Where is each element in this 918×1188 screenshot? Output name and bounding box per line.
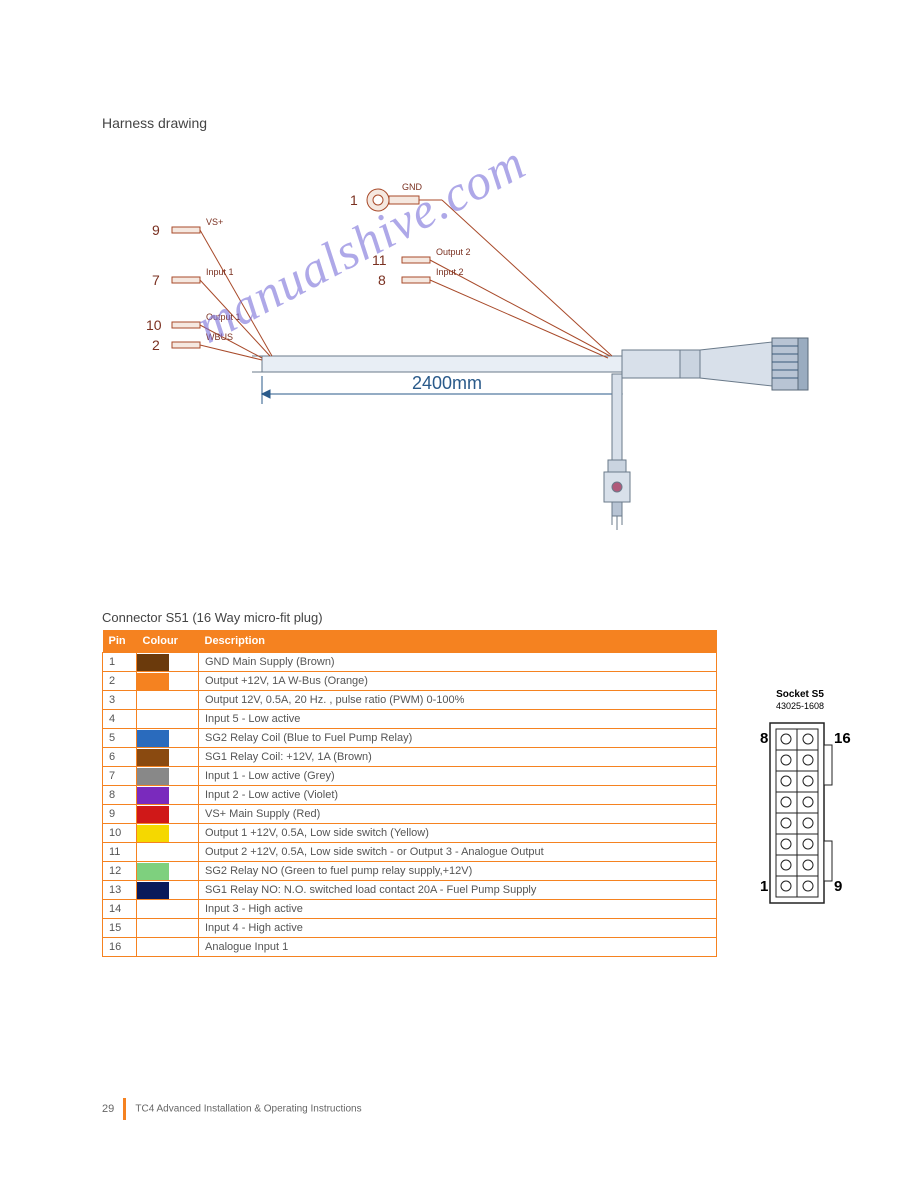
table-row: 6 SG1 Relay Coil: +12V, 1A (Brown)	[103, 748, 717, 767]
wire-num-8: 8	[378, 272, 386, 288]
wire-label-10: Output 1	[206, 312, 241, 322]
cell-pin: 9	[103, 805, 137, 824]
cell-desc: SG1 Relay NO: N.O. switched load contact…	[199, 881, 717, 900]
wire-num-7: 7	[152, 272, 160, 288]
table-row: 8 Input 2 - Low active (Violet)	[103, 786, 717, 805]
wire-num-10: 10	[146, 317, 162, 333]
cell-pin: 16	[103, 938, 137, 957]
cell-colour	[137, 805, 199, 824]
page-title: Harness drawing	[102, 115, 207, 131]
wire-label-11: Output 2	[436, 247, 471, 257]
cell-pin: 5	[103, 729, 137, 748]
cell-pin: 13	[103, 881, 137, 900]
wire-label-2: WBUS	[206, 332, 233, 342]
table-row: 10 Output 1 +12V, 0.5A, Low side switch (…	[103, 824, 717, 843]
cell-desc: Input 2 - Low active (Violet)	[199, 786, 717, 805]
page-number: 29	[102, 1103, 114, 1115]
table-row: 15 Input 4 - High active	[103, 919, 717, 938]
table-row: 16 Analogue Input 1	[103, 938, 717, 957]
cell-colour	[137, 653, 199, 672]
cell-pin: 10	[103, 824, 137, 843]
cell-pin: 3	[103, 691, 137, 710]
table-row: 5 SG2 Relay Coil (Blue to Fuel Pump Relay…	[103, 729, 717, 748]
cell-desc: Input 3 - High active	[199, 900, 717, 919]
footer-divider	[123, 1098, 126, 1120]
col-colour: Colour	[137, 630, 199, 653]
cell-colour	[137, 691, 199, 710]
cell-desc: SG2 Relay NO (Green to fuel pump relay s…	[199, 862, 717, 881]
col-desc: Description	[199, 630, 717, 653]
cell-desc: Input 1 - Low active (Grey)	[199, 767, 717, 786]
socket-title: Socket S5	[776, 689, 824, 700]
cell-colour	[137, 919, 199, 938]
cell-colour	[137, 767, 199, 786]
socket-pin-9: 9	[834, 878, 842, 895]
cell-colour	[137, 786, 199, 805]
cell-desc: GND Main Supply (Brown)	[199, 653, 717, 672]
table-row: 13 SG1 Relay NO: N.O. switched load conta…	[103, 881, 717, 900]
col-pin: Pin	[103, 630, 137, 653]
footer-text: TC4 Advanced Installation & Operating In…	[135, 1104, 361, 1115]
wire-label-1: GND	[402, 182, 423, 192]
table-row: 11 Output 2 +12V, 0.5A, Low side switch -…	[103, 843, 717, 862]
cell-pin: 14	[103, 900, 137, 919]
cell-desc: Input 4 - High active	[199, 919, 717, 938]
cell-colour	[137, 710, 199, 729]
cell-pin: 4	[103, 710, 137, 729]
socket-pin-8: 8	[760, 730, 768, 747]
table-row: 14 Input 3 - High active	[103, 900, 717, 919]
table-title: Connector S51 (16 Way micro-fit plug)	[102, 610, 323, 625]
cell-desc: Output 2 +12V, 0.5A, Low side switch - o…	[199, 843, 717, 862]
table-row: 3 Output 12V, 0.5A, 20 Hz. , pulse ratio …	[103, 691, 717, 710]
cell-pin: 8	[103, 786, 137, 805]
table-row: 4 Input 5 - Low active	[103, 710, 717, 729]
table-row: 2 Output +12V, 1A W-Bus (Orange)	[103, 672, 717, 691]
cell-desc: SG2 Relay Coil (Blue to Fuel Pump Relay)	[199, 729, 717, 748]
cell-pin: 7	[103, 767, 137, 786]
cell-desc: Input 5 - Low active	[199, 710, 717, 729]
cell-colour	[137, 672, 199, 691]
socket-pin-16: 16	[834, 730, 851, 747]
cell-colour	[137, 748, 199, 767]
socket-subtitle: 43025-1608	[776, 701, 824, 711]
wire-num-2: 2	[152, 337, 160, 353]
wire-num-1: 1	[350, 192, 358, 208]
cell-pin: 1	[103, 653, 137, 672]
cell-pin: 11	[103, 843, 137, 862]
cell-desc: Output 12V, 0.5A, 20 Hz. , pulse ratio (…	[199, 691, 717, 710]
table-row: 7 Input 1 - Low active (Grey)	[103, 767, 717, 786]
cell-colour	[137, 900, 199, 919]
table-row: 12 SG2 Relay NO (Green to fuel pump relay…	[103, 862, 717, 881]
cell-pin: 12	[103, 862, 137, 881]
wire-num-9: 9	[152, 222, 160, 238]
table-row: 1 GND Main Supply (Brown)	[103, 653, 717, 672]
cell-desc: SG1 Relay Coil: +12V, 1A (Brown)	[199, 748, 717, 767]
cell-colour	[137, 729, 199, 748]
cell-pin: 2	[103, 672, 137, 691]
dimension-label: 2400mm	[412, 373, 482, 393]
wire-label-7: Input 1	[206, 267, 234, 277]
cell-pin: 15	[103, 919, 137, 938]
harness-diagram: 2400mm 9 VS+ 7 Input 1 10 Output 1 2 WBU…	[112, 160, 832, 580]
cell-desc: Output +12V, 1A W-Bus (Orange)	[199, 672, 717, 691]
socket-diagram: Socket S5 43025-1608 8 16 1 9	[740, 685, 860, 950]
wire-label-9: VS+	[206, 217, 223, 227]
cell-desc: Analogue Input 1	[199, 938, 717, 957]
cell-colour	[137, 938, 199, 957]
socket-pin-1: 1	[760, 878, 768, 895]
table-row: 9 VS+ Main Supply (Red)	[103, 805, 717, 824]
cell-colour	[137, 824, 199, 843]
footer: 29 TC4 Advanced Installation & Operating…	[102, 1098, 362, 1120]
wire-label-8: Input 2	[436, 267, 464, 277]
cell-colour	[137, 881, 199, 900]
cell-desc: Output 1 +12V, 0.5A, Low side switch (Ye…	[199, 824, 717, 843]
cell-desc: VS+ Main Supply (Red)	[199, 805, 717, 824]
pin-table: Pin Colour Description 1 GND Main Supply …	[102, 630, 717, 957]
cell-colour	[137, 843, 199, 862]
wire-num-11: 11	[372, 252, 387, 268]
cell-pin: 6	[103, 748, 137, 767]
cell-colour	[137, 862, 199, 881]
